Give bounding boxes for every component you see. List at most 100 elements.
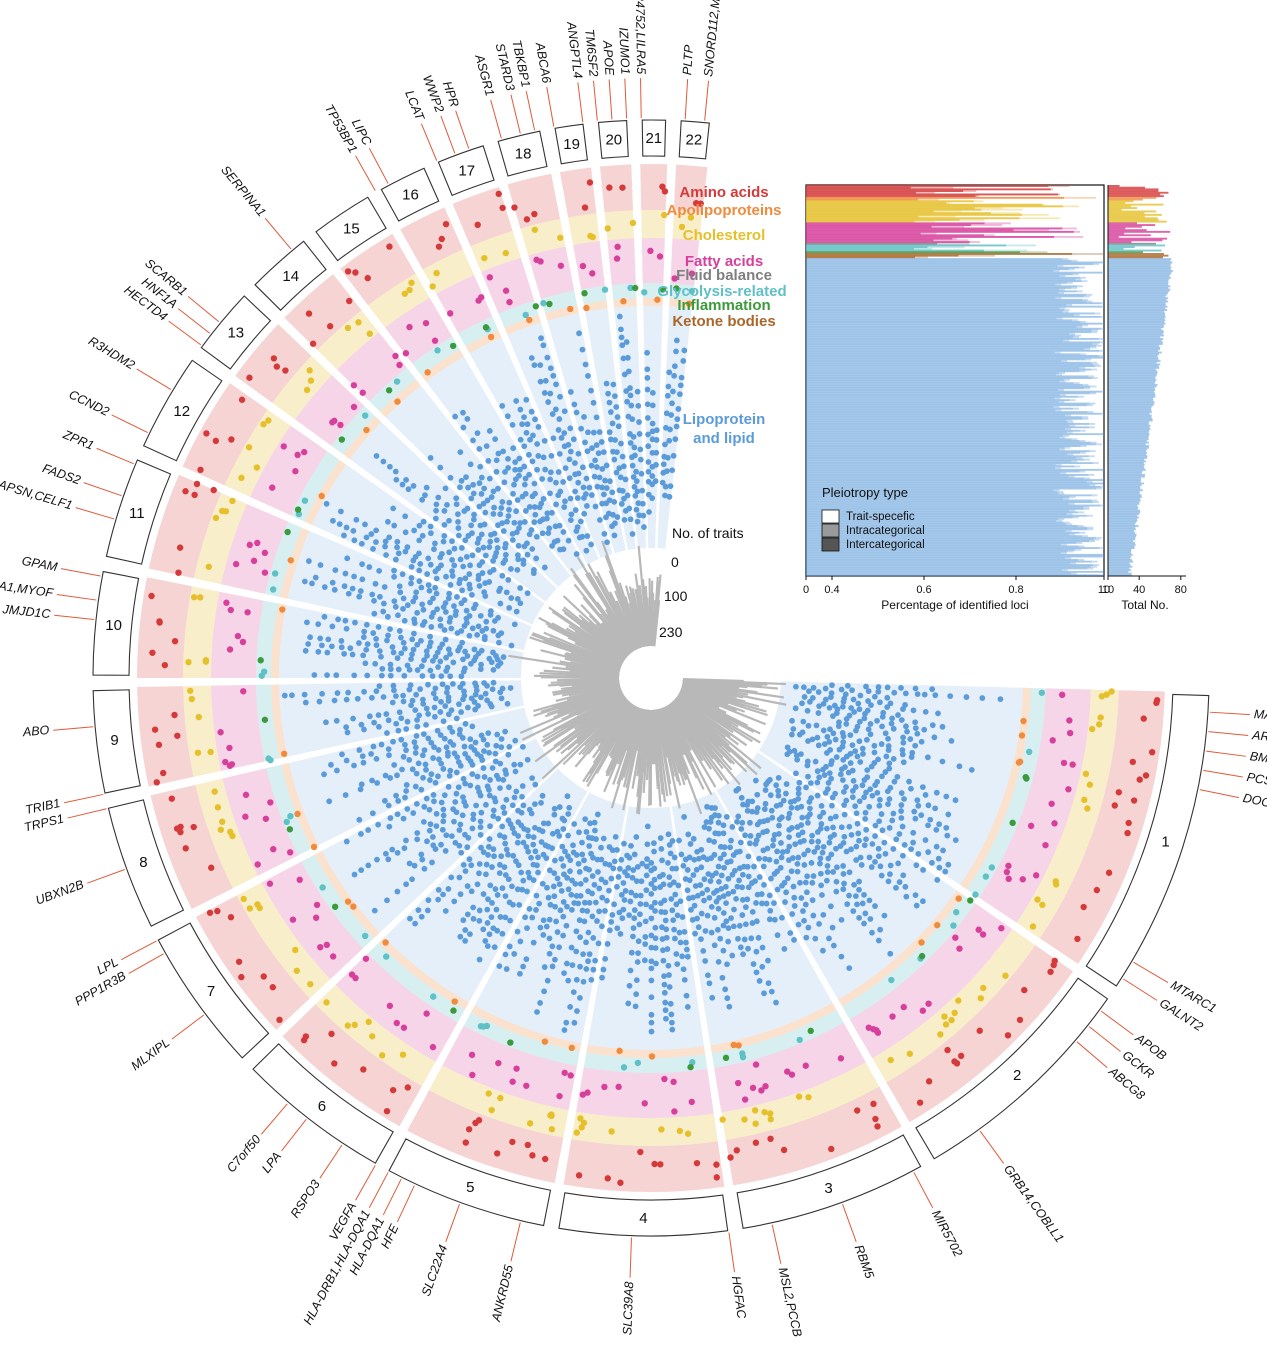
lipoprotein-point [805, 773, 811, 780]
lipoprotein-point [466, 632, 473, 639]
trait-point [619, 184, 626, 191]
lipoprotein-point [795, 921, 802, 928]
lipoprotein-point [929, 722, 936, 729]
total-bar [1108, 474, 1146, 476]
pleiotropy-bar-intra [1059, 394, 1066, 396]
lipoprotein-point [490, 627, 497, 634]
lipoprotein-point [843, 797, 850, 804]
gene-label: C7orf50 [224, 1132, 264, 1175]
lipoprotein-point [848, 846, 854, 853]
trait-point [326, 323, 334, 330]
trait-point [661, 1075, 668, 1083]
lipoprotein-point [433, 810, 440, 817]
lipoprotein-point [394, 849, 401, 856]
lipoprotein-point [900, 739, 907, 746]
chrom-sector-3 [655, 705, 902, 1186]
lipoprotein-point [667, 426, 673, 433]
lipoprotein-point [458, 545, 465, 551]
lipoprotein-point [759, 944, 766, 951]
lipoprotein-point [418, 851, 425, 858]
trait-point [433, 269, 440, 277]
chrom-label: 12 [173, 403, 190, 420]
trait-point [547, 1112, 554, 1119]
lipoprotein-point [895, 712, 901, 718]
lipoprotein-point [595, 450, 602, 457]
total-bar [1108, 434, 1149, 437]
lipoprotein-point [659, 936, 666, 942]
pleiotropy-bar [806, 426, 1089, 429]
scale-tick-0: 0 [671, 554, 679, 570]
lipoprotein-point [671, 363, 678, 370]
lipoprotein-point [518, 869, 525, 876]
pleiotropy-bar-intra [973, 200, 984, 203]
gene-leader-line [640, 78, 642, 119]
gene-label: MIR5702 [929, 1208, 965, 1259]
lipoprotein-point [681, 347, 688, 354]
trait-point [160, 769, 167, 777]
total-bar [1108, 285, 1171, 288]
lipoprotein-point [483, 801, 489, 808]
lipoprotein-point [465, 484, 471, 491]
ring-band [960, 687, 1031, 890]
lipoprotein-point [568, 944, 575, 951]
lipoprotein-point [878, 741, 885, 747]
trait-point [355, 319, 362, 326]
lipoprotein-point [638, 878, 645, 885]
lipoprotein-point [614, 514, 621, 520]
gene-leader-line [368, 147, 389, 184]
lipoprotein-point [507, 685, 514, 691]
lipoprotein-point [645, 443, 652, 450]
lipoprotein-point [335, 616, 341, 623]
lipoprotein-point [323, 719, 329, 726]
lipoprotein-point [511, 519, 518, 526]
lipoprotein-point [469, 591, 475, 598]
lipoprotein-point [477, 818, 484, 825]
lipoprotein-point [493, 906, 500, 913]
lipoprotein-point [542, 377, 549, 384]
trait-point [323, 941, 331, 949]
pleiotropy-bar [806, 246, 928, 249]
lipoprotein-point [432, 685, 439, 692]
lipoprotein-point [517, 970, 523, 977]
lipoprotein-point [819, 892, 825, 898]
trait-point [474, 221, 481, 229]
trait-point [246, 374, 253, 381]
pleiotropy-bar [806, 492, 1059, 495]
lipoprotein-point [365, 827, 372, 833]
lipoprotein-point [677, 939, 684, 946]
gene-label: RSPO3 [288, 1177, 323, 1220]
lipoprotein-point [431, 546, 437, 553]
lipoprotein-point [530, 841, 537, 848]
lipoprotein-point [582, 816, 589, 823]
lipoprotein-point [665, 831, 672, 838]
lipoprotein-point [567, 389, 574, 395]
lipoprotein-point [444, 501, 450, 508]
total-bar [1108, 562, 1130, 565]
chrom-box-7: 7 [157, 922, 270, 1059]
lipoprotein-point [795, 785, 802, 792]
trait-point [925, 1078, 933, 1085]
lipoprotein-point [461, 597, 468, 603]
lipoprotein-point [768, 875, 774, 882]
lipoprotein-point [399, 481, 406, 488]
lipoprotein-point [820, 700, 827, 707]
lipoprotein-point [381, 584, 388, 590]
lipoprotein-point [863, 789, 869, 796]
lipoprotein-point [486, 792, 493, 799]
lipoprotein-point [792, 841, 799, 848]
pleiotropy-bar [806, 236, 1055, 238]
pleiotropy-bar [806, 465, 1075, 468]
lipoprotein-point [805, 847, 811, 854]
lipoprotein-point [452, 839, 459, 846]
lipoprotein-point [775, 774, 782, 781]
chrom-label: 6 [318, 1098, 326, 1115]
pleiotropy-bar-intra [1092, 363, 1099, 366]
pleiotropy-bar [806, 499, 1092, 502]
lipoprotein-point [494, 731, 501, 738]
chrom-sector-11 [148, 474, 622, 673]
lipoprotein-point [425, 582, 432, 588]
total-bar [1108, 543, 1136, 546]
trait-point [350, 382, 358, 389]
lipoprotein-point [620, 463, 627, 470]
total-bar [1108, 304, 1166, 306]
